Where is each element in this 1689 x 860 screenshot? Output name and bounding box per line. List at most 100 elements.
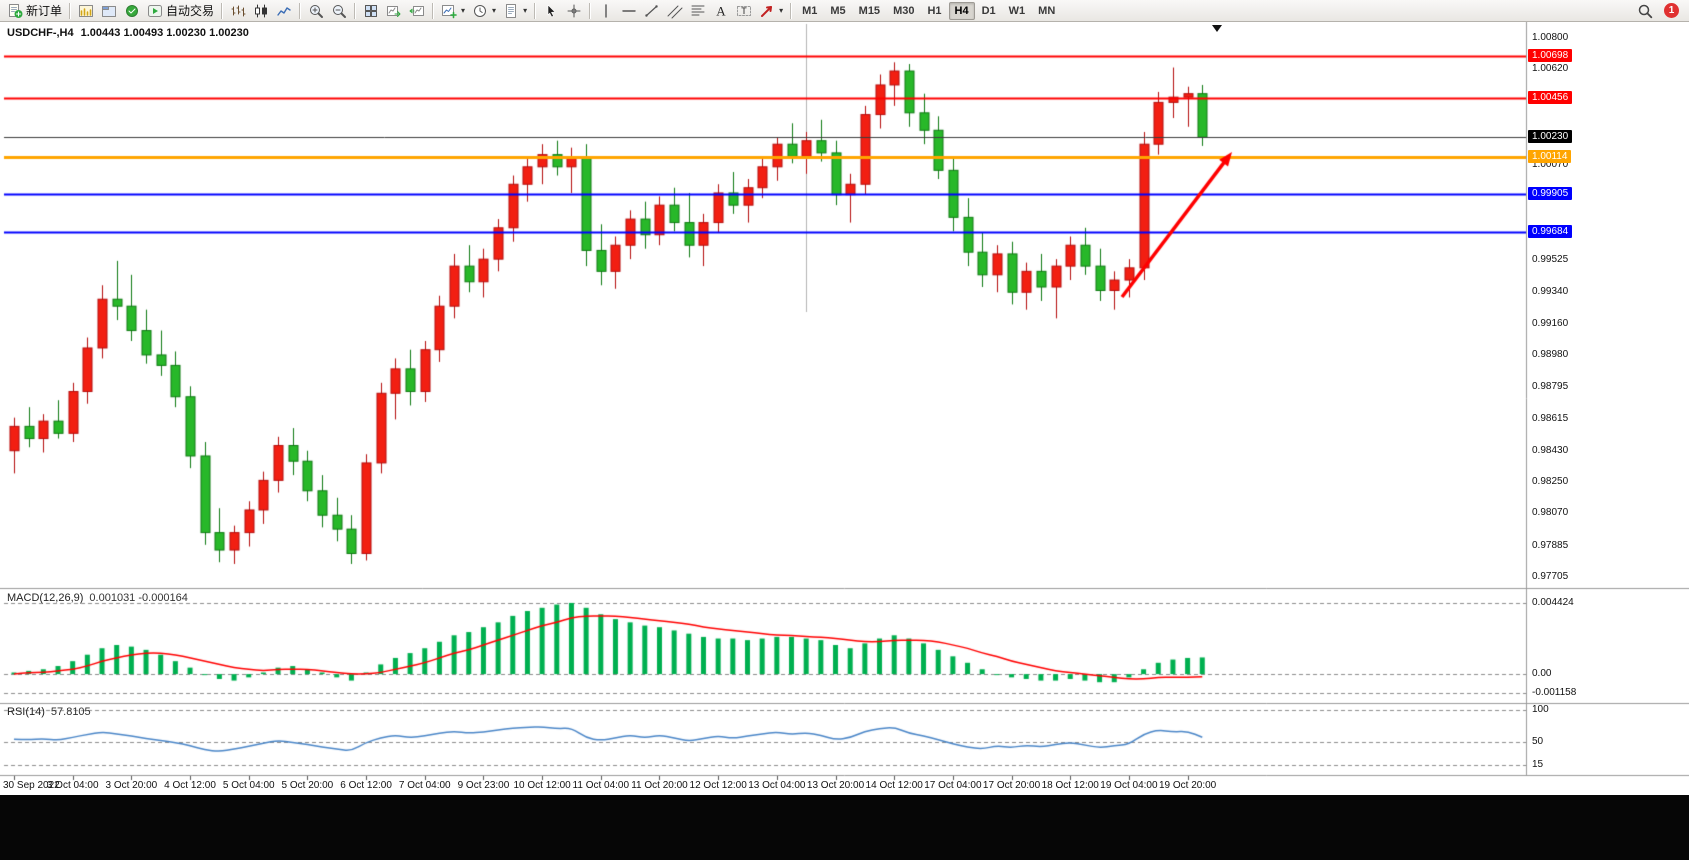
new-order-button[interactable]: 新订单 xyxy=(4,0,65,23)
rsi-indicator-value: 57.8105 xyxy=(50,706,91,718)
fibonacci-button[interactable] xyxy=(687,0,709,23)
zoom-in-button[interactable] xyxy=(305,0,327,23)
text-label-icon: T xyxy=(736,3,752,19)
price-axis-label: 0.98250 xyxy=(1532,476,1569,488)
horizontal-line-button[interactable] xyxy=(618,0,640,23)
navigator-icon xyxy=(124,3,140,19)
time-axis-label: 17 Oct 04:00 xyxy=(924,780,982,791)
price-axis-label: 0.98430 xyxy=(1532,444,1569,456)
price-line-badge: 1.00230 xyxy=(1528,130,1573,144)
auto-scroll-icon xyxy=(386,3,402,19)
chart-shift-button[interactable] xyxy=(406,0,428,23)
toolbar-separator xyxy=(790,2,793,19)
new-chart-icon xyxy=(441,3,457,19)
cursor-button[interactable] xyxy=(540,0,562,23)
time-axis-label: 10 Oct 12:00 xyxy=(513,780,571,791)
profiles-button[interactable] xyxy=(98,0,120,23)
timeframe-m5-button[interactable]: M5 xyxy=(830,4,846,17)
fibonacci-icon xyxy=(690,3,706,19)
time-axis-label: 11 Oct 04:00 xyxy=(572,780,630,791)
chart-window: USDCHF-,H4 1.00443 1.00493 1.00230 1.0023… xyxy=(0,22,1689,795)
price-axis-label: 0.99525 xyxy=(1532,254,1569,266)
chart-title: USDCHF-,H4 1.00443 1.00493 1.00230 1.0023… xyxy=(7,27,249,39)
line-chart-button[interactable] xyxy=(273,0,295,23)
rsi-panel-label: RSI(14) 57.8105 xyxy=(7,706,91,718)
rsi-indicator-name: RSI(14) xyxy=(7,706,45,718)
bottom-panel xyxy=(0,795,1689,860)
trendline-button[interactable] xyxy=(641,0,663,23)
price-line-badge: 1.00456 xyxy=(1528,90,1573,104)
toolbar-separator xyxy=(299,2,302,19)
timeframe-w1-button[interactable]: W1 xyxy=(1008,4,1026,17)
channel-button[interactable] xyxy=(664,0,686,23)
price-line-badge: 1.00114 xyxy=(1528,150,1572,164)
price-axis-label: 0.98070 xyxy=(1532,507,1569,519)
chart-shift-marker[interactable] xyxy=(1212,25,1222,32)
autotrading-button[interactable]: 自动交易 xyxy=(144,0,217,23)
tile-windows-button[interactable] xyxy=(360,0,382,23)
timeframe-m30-button[interactable]: M30 xyxy=(893,4,915,17)
templates-dropdown[interactable]: ▾ xyxy=(500,0,530,23)
macd-indicator-values: 0.001031 -0.000164 xyxy=(89,592,188,604)
time-axis-label: 12 Oct 12:00 xyxy=(689,780,747,791)
periods-dropdown[interactable]: ▾ xyxy=(469,0,499,23)
cursor-icon xyxy=(543,3,559,19)
toolbar-separator xyxy=(534,2,537,19)
bar-chart-button[interactable] xyxy=(227,0,249,23)
vertical-line-button[interactable] xyxy=(595,0,617,23)
toolbar-separator xyxy=(589,2,592,19)
price-axis-label: 1.00800 xyxy=(1532,31,1569,43)
toolbar-right: 1 xyxy=(1634,0,1689,23)
auto-scroll-button[interactable] xyxy=(383,0,405,23)
toolbar-separator xyxy=(432,2,435,19)
svg-text:A: A xyxy=(716,3,726,18)
candles-icon xyxy=(253,3,269,19)
price-axis-label: 0.99160 xyxy=(1532,317,1569,329)
text-label-button[interactable]: T xyxy=(733,0,755,23)
toolbar-items: 新订单 自动交易 ▾ ▾ ▾ A T ▾ M1 M5 M15 M30 H1 H4 D1 W1 MN xyxy=(4,0,1061,23)
timeframe-mn-button[interactable]: MN xyxy=(1038,4,1056,17)
price-line-badge: 0.99905 xyxy=(1528,186,1573,200)
crosshair-icon xyxy=(566,3,582,19)
timeframe-m15-button[interactable]: M15 xyxy=(858,4,881,17)
toolbar-separator xyxy=(69,2,72,19)
timeframe-m1-button[interactable]: M1 xyxy=(802,4,818,17)
svg-text:T: T xyxy=(741,6,747,16)
price-axis-label: 1.00620 xyxy=(1532,63,1569,75)
crosshair-button[interactable] xyxy=(563,0,585,23)
time-axis-label: 30 Sep 2022 xyxy=(3,780,60,791)
chevron-down-icon: ▾ xyxy=(492,6,497,15)
arrows-dropdown[interactable]: ▾ xyxy=(756,0,786,23)
zoom-out-button[interactable] xyxy=(328,0,350,23)
toolbar-separator xyxy=(354,2,357,19)
new-chart-dropdown[interactable]: ▾ xyxy=(438,0,468,23)
price-chart-canvas[interactable] xyxy=(0,22,1689,795)
timeframe-h1-button[interactable]: H1 xyxy=(927,4,942,17)
notification-badge[interactable]: 1 xyxy=(1664,3,1679,18)
profiles-icon xyxy=(101,3,117,19)
trendline-icon xyxy=(644,3,660,19)
navigator-button[interactable] xyxy=(121,0,143,23)
ohlc-values: 1.00443 1.00493 1.00230 1.00230 xyxy=(80,27,249,39)
chart-shift-icon xyxy=(409,3,425,19)
vertical-line-icon xyxy=(598,3,614,19)
search-button[interactable] xyxy=(1634,0,1656,23)
timeframe-h4-button[interactable]: H4 xyxy=(948,1,975,20)
time-axis-label: 13 Oct 20:00 xyxy=(806,780,865,791)
zoom-in-icon xyxy=(308,3,324,19)
line-chart-icon xyxy=(276,3,292,19)
price-axis-label: 0.99340 xyxy=(1532,286,1569,298)
autotrading-icon xyxy=(147,3,163,19)
price-axis-label: 0.98795 xyxy=(1532,381,1569,393)
templates-icon xyxy=(503,3,519,19)
timeframe-d1-button[interactable]: D1 xyxy=(981,4,996,17)
macd-axis-label: 0.00 xyxy=(1532,668,1552,680)
candlestick-chart-button[interactable] xyxy=(250,0,272,23)
macd-indicator-name: MACD(12,26,9) xyxy=(7,592,84,604)
symbol-timeframe-label: USDCHF-,H4 xyxy=(7,27,74,39)
charts-button[interactable] xyxy=(75,0,97,23)
time-axis-label: 5 Oct 04:00 xyxy=(222,780,275,791)
new-order-icon xyxy=(7,3,23,19)
text-button[interactable]: A xyxy=(710,0,732,23)
time-axis-label: 19 Oct 04:00 xyxy=(1100,780,1158,791)
